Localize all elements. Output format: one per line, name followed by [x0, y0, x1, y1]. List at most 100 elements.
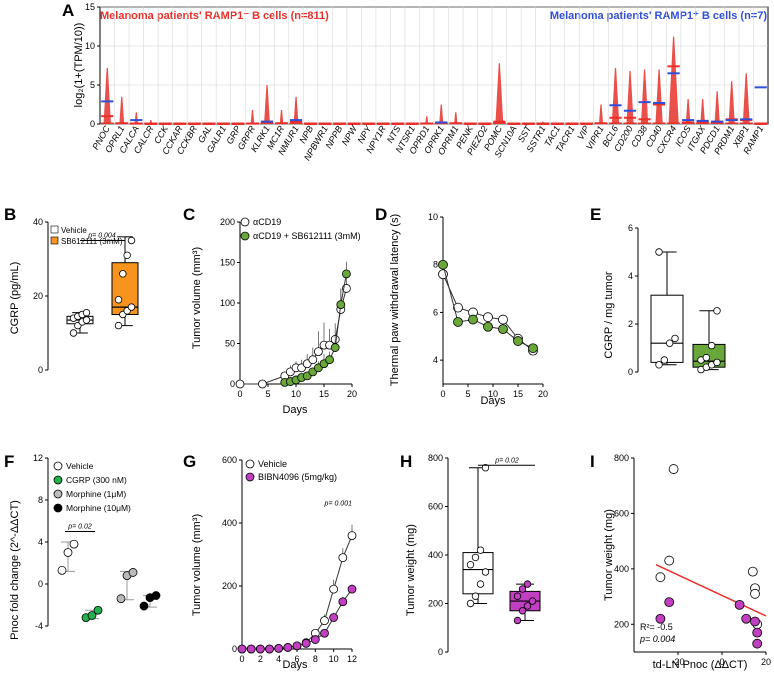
i-point [741, 613, 752, 624]
b-point [127, 303, 136, 311]
a-neg-distribution [103, 67, 111, 124]
b-point [69, 329, 78, 337]
c-xtick-label: 0 [237, 389, 242, 399]
g-ylabel: Tumor volume (mm³) [191, 514, 203, 616]
e-point [660, 356, 669, 364]
c-ytick-label: 0 [230, 379, 235, 389]
g-legend-marker [245, 472, 255, 482]
g-series-point [310, 635, 320, 644]
panel-label-h: H [400, 452, 412, 471]
g-xtick-label: 10 [329, 654, 339, 664]
g-legend-label: BIBN4096 (5mg/kg) [258, 472, 337, 482]
a-neg-distribution [598, 104, 604, 124]
c-ytick-label: 100 [220, 298, 235, 308]
a-neg-distribution [611, 67, 620, 124]
e-point [702, 353, 711, 362]
b-legend-label: SB612111 (3mM) [61, 237, 123, 246]
g-legend-label: Vehicle [258, 459, 287, 469]
i-ylabel: Tumor weight (mg) [603, 509, 615, 601]
c-series-point [330, 343, 340, 352]
h-point [513, 592, 522, 600]
a-neg-distribution [454, 112, 458, 124]
g-series-point [301, 638, 311, 648]
e-point [707, 341, 716, 350]
e-point [655, 361, 663, 369]
d-series-point [453, 302, 463, 313]
panel-label-b: B [4, 205, 16, 224]
i-xtick-label: -20 [671, 657, 684, 667]
f-legend-marker [53, 503, 63, 513]
d-xlabel: Days [480, 395, 506, 407]
i-point [752, 627, 763, 638]
g-xtick-label: 0 [239, 654, 244, 664]
a-title-neg: Melanoma patients' RAMP1⁻ B cells (n=811… [100, 10, 329, 22]
c-series-point [257, 379, 267, 389]
a-neg-baseline [260, 122, 274, 124]
chart-marks: 051015PNOCOPRL1CALCACALCRCCKCCKARCCKBRGA… [33, 2, 771, 667]
d-xtick-label: 20 [538, 389, 548, 399]
g-series-point [292, 641, 302, 651]
a-neg-baseline [725, 122, 739, 124]
g-series-point [338, 597, 348, 607]
c-ylabel: Tumor volume (mm³) [191, 247, 203, 349]
a-neg-distribution [655, 69, 663, 124]
a-neg-baseline [652, 122, 666, 124]
g-xtick-label: 6 [294, 654, 299, 664]
h-point [518, 607, 527, 615]
g-pvalue: p= 0.001 [324, 501, 353, 508]
a-neg-baseline [739, 122, 753, 124]
f-legend-marker [53, 489, 63, 499]
g-series-point [329, 584, 339, 594]
a-neg-distribution [668, 36, 679, 124]
h-point [466, 561, 475, 569]
h-point [476, 546, 485, 554]
d-series-point [483, 321, 493, 332]
a-neg-distribution [134, 112, 139, 124]
f-point [63, 548, 73, 557]
d-series-point [513, 336, 523, 346]
e-point [655, 248, 663, 256]
c-legend-label: αCD19 + SB612111 (3mM) [253, 231, 361, 241]
h-point [481, 568, 490, 576]
g-series-point [320, 616, 329, 626]
a-neg-distribution [728, 81, 735, 124]
a-ytick-label: 5 [90, 80, 95, 90]
f-legend-label: Morphine (10μM) [66, 503, 131, 513]
a-neg-distribution [250, 109, 255, 124]
i-point [655, 572, 666, 583]
e-point [671, 334, 679, 343]
e-ytick-label: 4 [628, 271, 633, 281]
i-point [734, 599, 745, 610]
a-neg-distribution [685, 99, 691, 124]
c-legend-label: αCD19 [253, 217, 281, 227]
b-ytick-label: 20 [33, 291, 43, 301]
a-neg-baseline [638, 122, 652, 124]
panel-label-d: D [375, 205, 387, 224]
g-series-point [265, 644, 274, 654]
b-legend-swatch [50, 236, 59, 245]
c-xtick-label: 20 [347, 389, 357, 399]
h-point [476, 580, 485, 588]
a-ytick-label: 0 [90, 119, 95, 129]
g-ytick-label: 600 [222, 455, 237, 465]
h-ytick-label: 200 [428, 599, 443, 609]
d-series-point [468, 314, 478, 325]
g-series-point [320, 628, 329, 638]
f-point [139, 601, 149, 611]
d-ytick-label: 6 [433, 307, 438, 317]
d-xtick-label: 15 [513, 389, 523, 399]
g-series-point [274, 643, 284, 653]
g-xtick-label: 8 [313, 654, 318, 664]
b-point [114, 321, 123, 330]
f-point [69, 539, 79, 549]
c-series-point [308, 355, 318, 365]
d-ytick-label: 8 [433, 260, 438, 270]
a-neg-baseline [608, 122, 623, 124]
d-series-point [453, 317, 463, 327]
a-ylabel: log₂(1+(TPM/10)) [73, 23, 85, 108]
i-annot-p: p= 0.004 [639, 634, 675, 644]
a-neg-distribution [119, 96, 125, 124]
g-legend-marker [245, 459, 255, 469]
c-series-point [336, 300, 346, 310]
g-ytick-label: 200 [222, 581, 237, 591]
